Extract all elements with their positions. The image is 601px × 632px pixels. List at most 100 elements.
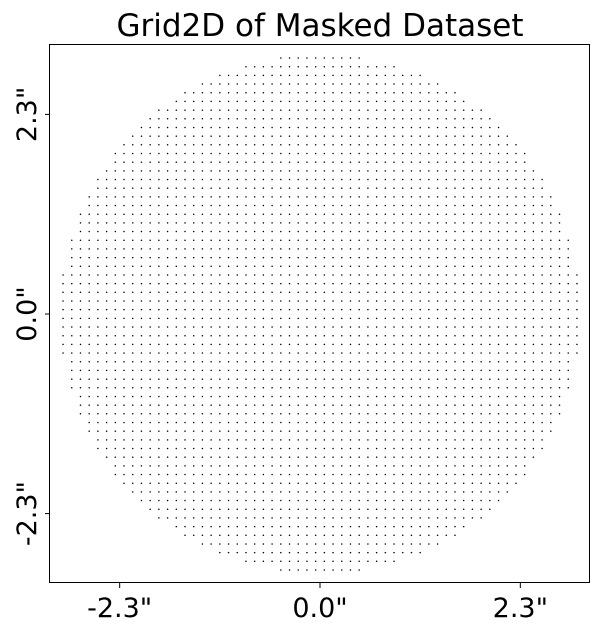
grid-point	[445, 395, 448, 398]
grid-point	[462, 352, 465, 354]
grid-point	[149, 187, 151, 189]
grid-point	[175, 152, 178, 155]
grid-point	[280, 118, 282, 120]
grid-point	[280, 352, 282, 354]
grid-point	[140, 369, 143, 372]
grid-point	[567, 326, 569, 328]
grid-point	[410, 543, 413, 545]
grid-point	[245, 473, 247, 476]
grid-point	[471, 256, 474, 259]
grid-point	[349, 326, 352, 328]
grid-point	[515, 161, 517, 163]
grid-point	[445, 360, 448, 363]
grid-point	[532, 360, 535, 363]
grid-point	[149, 413, 151, 415]
grid-point	[375, 508, 378, 510]
grid-point	[401, 161, 404, 163]
grid-point	[210, 308, 212, 311]
grid-point	[462, 118, 465, 120]
grid-point	[375, 170, 378, 172]
grid-point	[245, 126, 247, 129]
grid-point	[245, 91, 247, 94]
grid-point	[341, 144, 343, 146]
grid-point	[227, 508, 230, 510]
grid-point	[454, 499, 456, 502]
grid-point	[375, 74, 378, 77]
grid-point	[454, 326, 456, 328]
grid-point	[462, 491, 465, 493]
grid-point	[576, 352, 578, 354]
grid-point	[462, 308, 465, 311]
grid-point	[550, 196, 552, 198]
grid-point	[445, 178, 448, 181]
grid-point	[401, 135, 404, 137]
grid-point	[462, 413, 465, 415]
grid-point	[436, 491, 439, 493]
grid-point	[184, 395, 186, 398]
grid-point	[384, 369, 387, 372]
grid-point	[462, 499, 465, 502]
grid-point	[306, 109, 308, 111]
grid-point	[349, 291, 352, 294]
grid-point	[192, 178, 195, 181]
grid-point	[88, 369, 90, 372]
grid-point	[306, 265, 308, 268]
grid-point	[271, 482, 273, 484]
grid-point	[271, 196, 273, 198]
grid-point	[131, 248, 134, 250]
grid-point	[401, 308, 404, 311]
grid-point	[454, 187, 456, 189]
grid-point	[550, 308, 552, 311]
grid-point	[462, 152, 465, 155]
grid-point	[306, 256, 308, 259]
grid-point	[410, 421, 413, 424]
grid-point	[358, 508, 360, 510]
grid-point	[158, 387, 160, 389]
grid-point	[131, 421, 134, 424]
grid-point	[140, 144, 143, 146]
grid-point	[166, 378, 169, 380]
grid-point	[332, 282, 334, 285]
grid-point	[219, 161, 221, 163]
grid-point	[97, 447, 99, 450]
grid-point	[288, 491, 291, 493]
grid-point	[375, 178, 378, 181]
grid-point	[184, 491, 186, 493]
grid-point	[454, 230, 456, 233]
grid-point	[71, 326, 73, 328]
grid-point	[262, 404, 265, 406]
grid-point	[480, 317, 482, 320]
grid-point	[349, 508, 352, 510]
grid-point	[480, 395, 482, 398]
grid-point	[114, 421, 117, 424]
grid-point	[297, 100, 299, 103]
grid-point	[349, 465, 352, 467]
grid-point	[262, 274, 265, 276]
grid-point	[210, 508, 212, 510]
grid-point	[332, 308, 334, 311]
grid-point	[271, 517, 273, 519]
grid-point	[253, 378, 256, 380]
grid-point	[541, 248, 543, 250]
grid-point	[375, 482, 378, 484]
grid-point	[245, 456, 247, 458]
grid-point	[201, 543, 204, 545]
grid-point	[192, 91, 195, 94]
grid-point	[131, 222, 134, 224]
grid-point	[358, 213, 360, 215]
grid-point	[297, 525, 299, 528]
grid-point	[184, 300, 186, 302]
grid-point	[280, 456, 282, 458]
grid-point	[393, 135, 395, 137]
grid-point	[131, 369, 134, 372]
grid-point	[79, 378, 82, 380]
grid-point	[462, 465, 465, 467]
grid-point	[210, 118, 212, 120]
grid-point	[114, 413, 117, 415]
grid-point	[175, 439, 178, 441]
grid-point	[541, 256, 543, 259]
grid-point	[175, 230, 178, 233]
grid-point	[358, 378, 360, 380]
grid-point	[262, 65, 265, 68]
grid-point	[384, 560, 387, 563]
